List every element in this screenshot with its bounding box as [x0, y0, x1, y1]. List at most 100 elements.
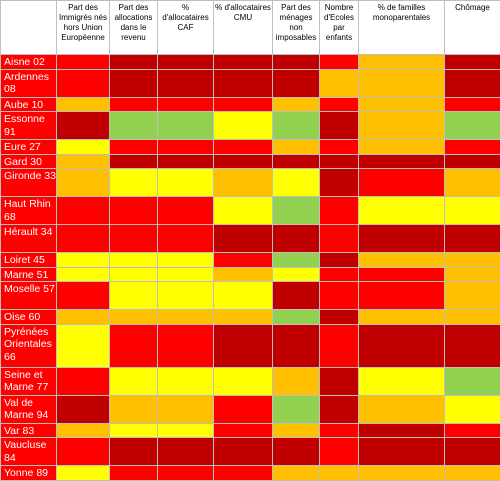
- heat-cell: [444, 465, 500, 481]
- heat-cell: [157, 68, 214, 98]
- heat-cell: [358, 68, 445, 98]
- heat-cell: [358, 252, 445, 268]
- table-row: Var 83: [0, 422, 500, 438]
- heat-cell: [444, 266, 500, 282]
- heat-cell: [109, 266, 158, 282]
- heat-cell: [444, 437, 500, 466]
- heat-cell: [444, 153, 500, 169]
- heat-cell: [56, 252, 110, 268]
- header-allocations-revenu: Part des allocations dans le revenu: [109, 0, 158, 55]
- heat-cell: [157, 196, 214, 225]
- heat-cell: [157, 153, 214, 169]
- heat-cell: [358, 54, 445, 70]
- heat-cell: [319, 196, 359, 225]
- heat-cell: [56, 281, 110, 310]
- heat-cell: [358, 111, 445, 140]
- heat-cell: [358, 422, 445, 438]
- heat-cell: [272, 153, 320, 169]
- table-row: Marne 51: [0, 266, 500, 282]
- heat-cell: [213, 168, 273, 197]
- departement-name: Seine et Marne 77: [0, 366, 57, 396]
- heat-cell: [444, 224, 500, 253]
- heat-cell: [157, 323, 214, 368]
- table-row: Yonne 89: [0, 465, 500, 481]
- table-row: Hérault 34: [0, 224, 500, 253]
- heat-cell: [109, 394, 158, 424]
- heat-cell: [358, 224, 445, 253]
- heat-cell: [272, 68, 320, 98]
- heat-cell: [213, 323, 273, 368]
- departement-name: Gard 30: [0, 153, 57, 169]
- heat-cell: [213, 366, 273, 396]
- heat-cell: [319, 437, 359, 466]
- heat-cell: [319, 54, 359, 70]
- heat-cell: [272, 168, 320, 197]
- header-immigres: Part des Immigrés nés hors Union Europée…: [56, 0, 110, 55]
- table-row: Aube 10: [0, 96, 500, 112]
- heat-cell: [319, 139, 359, 155]
- heat-cell: [319, 465, 359, 481]
- departement-name: Hérault 34: [0, 224, 57, 253]
- heat-cell: [358, 366, 445, 396]
- heat-cell: [444, 54, 500, 70]
- heat-cell: [157, 252, 214, 268]
- heat-cell: [272, 465, 320, 481]
- heat-cell: [109, 153, 158, 169]
- heat-cell: [157, 309, 214, 325]
- heat-cell: [319, 394, 359, 424]
- table-row: Oise 60: [0, 309, 500, 325]
- heat-cell: [319, 366, 359, 396]
- heat-cell: [109, 68, 158, 98]
- departement-name: Val de Marne 94: [0, 394, 57, 424]
- heat-cell: [272, 309, 320, 325]
- heat-cell: [157, 394, 214, 424]
- heat-cell: [56, 54, 110, 70]
- heat-cell: [272, 54, 320, 70]
- heat-cell: [272, 252, 320, 268]
- heat-cell: [56, 224, 110, 253]
- heat-cell: [157, 366, 214, 396]
- heat-cell: [444, 323, 500, 368]
- table-row: Moselle 57: [0, 281, 500, 310]
- heat-cell: [272, 96, 320, 112]
- heat-cell: [109, 96, 158, 112]
- heat-cell: [444, 139, 500, 155]
- heat-cell: [319, 309, 359, 325]
- heat-cell: [319, 281, 359, 310]
- table-row: Gard 30: [0, 153, 500, 169]
- heat-cell: [56, 111, 110, 140]
- heat-cell: [319, 252, 359, 268]
- departement-name: Essonne 91: [0, 111, 57, 140]
- heat-cell: [319, 422, 359, 438]
- heat-cell: [109, 252, 158, 268]
- heat-cell: [358, 281, 445, 310]
- heat-cell: [319, 224, 359, 253]
- heat-cell: [213, 465, 273, 481]
- heat-cell: [157, 139, 214, 155]
- heat-cell: [157, 224, 214, 253]
- heat-cell: [109, 366, 158, 396]
- heat-cell: [358, 153, 445, 169]
- heat-cell: [56, 96, 110, 112]
- departement-name: Gironde 33: [0, 168, 57, 197]
- heat-cell: [444, 168, 500, 197]
- heat-cell: [213, 252, 273, 268]
- departement-name: Oise 60: [0, 309, 57, 325]
- header-menages-non-imposables: Part des ménages non imposables: [272, 0, 320, 55]
- heat-cell: [213, 96, 273, 112]
- heat-cell: [358, 168, 445, 197]
- heat-cell: [213, 54, 273, 70]
- heat-cell: [444, 196, 500, 225]
- heat-cell: [56, 323, 110, 368]
- table-row: Ardennes 08: [0, 68, 500, 98]
- header-familles-monoparentales: % de familles monoparentales: [358, 0, 445, 55]
- departement-name: Moselle 57: [0, 281, 57, 310]
- heat-cell: [56, 465, 110, 481]
- heat-cell: [444, 281, 500, 310]
- heat-cell: [56, 394, 110, 424]
- heat-cell: [272, 196, 320, 225]
- heat-cell: [157, 168, 214, 197]
- heat-cell: [213, 394, 273, 424]
- heat-cell: [109, 437, 158, 466]
- heat-cell: [56, 196, 110, 225]
